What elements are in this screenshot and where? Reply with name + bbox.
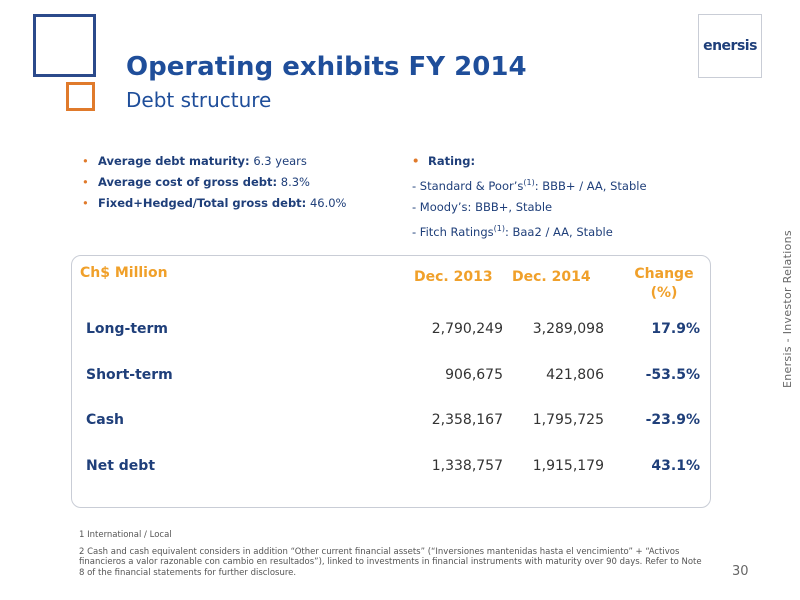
page-subtitle: Debt structure <box>126 88 272 112</box>
row-label-cash: Cash <box>86 412 125 428</box>
cell-long-term-2013: 2,790,249 <box>431 321 503 337</box>
cell-cash-2013: 2,358,167 <box>431 412 503 428</box>
cell-short-term-change: -53.5% <box>645 367 700 383</box>
row-label-net-debt: Net debt <box>86 458 156 474</box>
row-label-long-term: Long-term <box>86 321 169 337</box>
row-label-short-term: Short-term <box>86 367 173 383</box>
company-logo: enersis <box>698 14 762 78</box>
decorative-square-large <box>33 14 96 77</box>
debt-metrics-list: Average debt maturity: 6.3 years Average… <box>82 151 346 214</box>
table-header-dec2014: Dec. 2014 <box>512 269 591 285</box>
bullet-avg-maturity: Average debt maturity: 6.3 years <box>82 151 346 172</box>
bullet-value: 46.0% <box>309 196 347 210</box>
page-title: Operating exhibits FY 2014 <box>126 52 527 82</box>
footnotes: 1 International / Local 2 Cash and cash … <box>79 530 704 578</box>
cell-net-debt-2014: 1,915,179 <box>532 458 604 474</box>
bullet-value: 6.3 years <box>253 154 307 168</box>
cell-short-term-2014: 421,806 <box>546 367 604 383</box>
rating-sp: - Standard & Poor’s(1): BBB+ / AA, Stabl… <box>412 178 647 193</box>
cell-net-debt-2013: 1,338,757 <box>431 458 503 474</box>
bullet-label: Fixed+Hedged/Total gross debt: <box>98 196 307 210</box>
bullet-value: 8.3% <box>280 175 310 189</box>
bullet-label: Average cost of gross debt: <box>98 175 278 189</box>
side-label: Enersis - Investor Relations <box>781 230 794 388</box>
rating-heading: Rating: <box>412 151 647 172</box>
bullet-avg-cost: Average cost of gross debt: 8.3% <box>82 172 346 193</box>
page-number: 30 <box>732 564 749 579</box>
bullet-label: Average debt maturity: <box>98 154 250 168</box>
footnote-1: 1 International / Local <box>79 530 172 540</box>
rating-moodys: - Moody’s: BBB+, Stable <box>412 199 553 214</box>
rating-block: Rating: - Standard & Poor’s(1): BBB+ / A… <box>412 151 647 243</box>
cell-long-term-change: 17.9% <box>651 321 700 337</box>
cell-cash-change: -23.9% <box>645 412 700 428</box>
footnote-2: 2 Cash and cash equivalent considers in … <box>79 546 702 578</box>
table-header-unit: Ch$ Million <box>80 265 168 281</box>
bullet-fixed-hedged: Fixed+Hedged/Total gross debt: 46.0% <box>82 193 346 214</box>
cell-long-term-2014: 3,289,098 <box>532 321 604 337</box>
table-header-change: Change (%) <box>634 266 694 301</box>
cell-short-term-2013: 906,675 <box>445 367 503 383</box>
debt-table-panel <box>71 255 711 508</box>
rating-fitch: - Fitch Ratings(1): Baa2 / AA, Stable <box>412 223 613 239</box>
logo-text: enersis <box>703 38 757 54</box>
cell-net-debt-change: 43.1% <box>651 458 700 474</box>
cell-cash-2014: 1,795,725 <box>532 412 604 428</box>
table-header-dec2013: Dec. 2013 <box>414 269 493 285</box>
decorative-square-small <box>66 82 95 111</box>
